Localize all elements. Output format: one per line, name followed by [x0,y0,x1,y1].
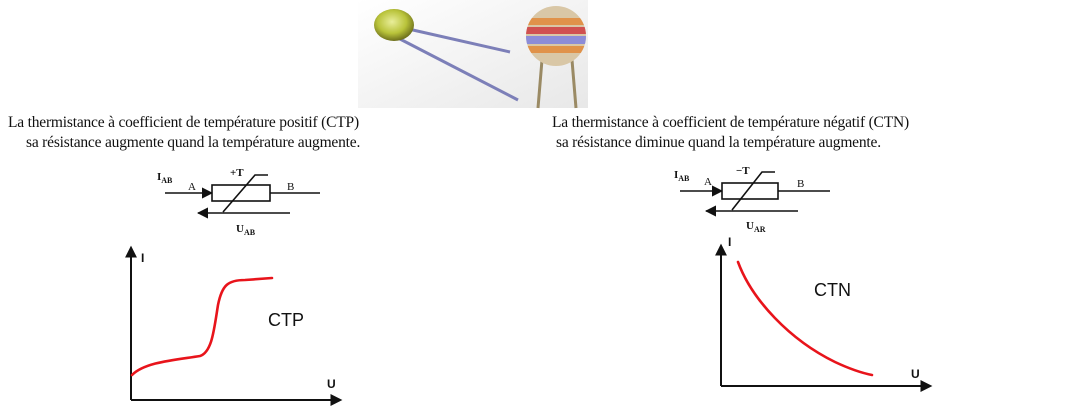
ctp-x-axis-label: U [327,377,336,391]
ctp-y-axis-label: I [141,251,144,265]
ctn-curve [736,260,874,377]
ctn-y-axis-label: I [728,235,731,249]
ctp-resistor-box [211,184,271,202]
ctn-thermistor-symbol: IAB A B −T UAR [674,165,830,234]
ctn-caption-line2: sa résistance diminue quand la températu… [556,134,881,151]
ctp-node-b: B [287,181,294,193]
ctp-voltage-label: UAB [236,223,256,237]
ctp-thermal-slash [222,174,268,213]
ctn-temp-label: −T [736,165,750,177]
ctn-node-b: B [797,178,804,190]
ctp-thermistor-photo [374,9,519,102]
ctp-temp-label: +T [230,167,244,179]
ctn-thermal-slash [731,171,775,211]
ctp-curve [130,276,274,377]
ctp-current-label: IAB [157,171,173,185]
ctn-resistor-box [721,182,779,200]
ctp-graph: I U CTP [125,245,343,406]
ctp-caption-line1: La thermistance à coefficient de tempéra… [8,114,359,131]
ctn-node-a: A [704,176,712,188]
ctp-caption-line2: sa résistance augmente quand la températ… [26,134,361,151]
ctn-x-axis-label: U [911,367,920,381]
ctn-thermistor-photo [526,6,586,109]
ctn-current-label: IAB [674,169,690,183]
ctn-graph: I U CTN [715,235,933,392]
ctn-curve-label: CTN [814,280,851,300]
ctp-curve-label: CTP [268,310,304,330]
ctp-thermistor-symbol: IAB A B +T UAB [157,167,320,237]
ctp-node-a: A [188,181,196,193]
ctn-voltage-label: UAR [746,220,766,234]
ctn-caption-line1: La thermistance à coefficient de tempéra… [552,114,909,131]
